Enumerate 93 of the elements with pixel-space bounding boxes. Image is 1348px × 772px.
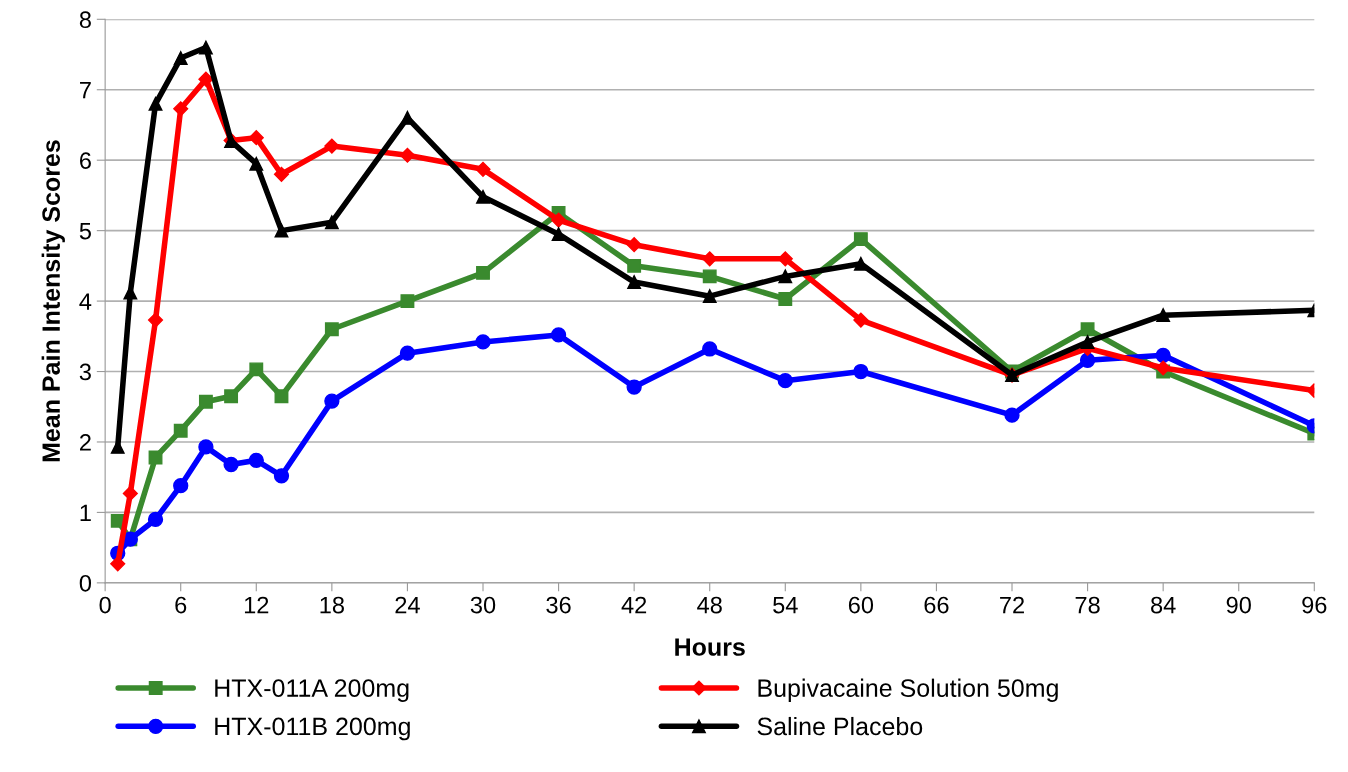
point — [198, 394, 213, 409]
point — [324, 138, 340, 154]
point — [702, 269, 717, 284]
point — [324, 215, 339, 230]
point — [1156, 308, 1171, 323]
point — [147, 312, 164, 328]
y-tick-label: 0 — [79, 574, 92, 592]
point — [274, 389, 289, 404]
x-axis-title: Hours — [675, 638, 745, 656]
legend-label: Bupivacaine Solution 50mg — [758, 678, 1058, 702]
point — [248, 130, 264, 146]
point — [399, 345, 416, 361]
point — [198, 439, 214, 455]
y-tick-label: 2 — [80, 434, 91, 451]
x-tick-label: 36 — [546, 596, 571, 614]
point — [198, 40, 213, 55]
point — [777, 373, 793, 389]
point — [198, 71, 214, 87]
point — [324, 322, 339, 337]
point — [853, 256, 868, 271]
point — [626, 379, 642, 395]
point — [224, 389, 239, 404]
y-tick-label: 5 — [79, 222, 91, 240]
x-tick-label: 96 — [1302, 596, 1327, 614]
point — [702, 341, 718, 357]
x-tick-label: 42 — [621, 596, 647, 614]
legend-label: Saline Placebo — [757, 716, 923, 736]
y-tick-label: 6 — [80, 152, 91, 169]
point — [173, 101, 189, 117]
y-tick-label: 3 — [79, 363, 91, 381]
point — [223, 456, 239, 473]
x-tick-label: 54 — [773, 596, 798, 614]
x-tick-label: 6 — [175, 596, 187, 614]
x-tick-label: 24 — [395, 596, 420, 614]
point — [148, 96, 163, 111]
x-tick-label: 66 — [924, 596, 949, 614]
point — [853, 363, 869, 380]
point — [110, 556, 126, 572]
point — [551, 227, 566, 242]
point — [1155, 347, 1171, 363]
point — [273, 468, 290, 484]
point — [173, 51, 188, 65]
point — [853, 232, 868, 247]
point — [1155, 360, 1171, 376]
x-tick-label: 84 — [1151, 596, 1176, 614]
x-tick-label: 72 — [1000, 596, 1024, 614]
point — [778, 269, 793, 284]
point — [248, 452, 264, 468]
point — [399, 147, 416, 163]
point — [476, 189, 490, 204]
point — [550, 327, 567, 343]
x-tick-label: 12 — [244, 596, 269, 614]
x-tick-label: 0 — [99, 596, 111, 614]
point — [1079, 352, 1096, 368]
y-tick-label: 1 — [80, 504, 91, 521]
point — [627, 275, 642, 290]
point — [324, 393, 340, 409]
x-tick-label: 30 — [470, 596, 496, 614]
point — [475, 161, 491, 177]
point — [702, 251, 718, 267]
y-tick-label: 4 — [79, 293, 92, 310]
point — [1080, 334, 1095, 349]
legend-label: HTX-011B 200mg — [215, 717, 410, 741]
point — [249, 362, 264, 377]
x-tick-label: 60 — [848, 596, 874, 614]
x-tick-label: 78 — [1075, 596, 1100, 614]
point — [1004, 407, 1020, 423]
point — [475, 334, 491, 350]
point — [777, 251, 793, 267]
point — [274, 223, 289, 238]
point — [173, 478, 189, 494]
point — [702, 289, 717, 304]
point — [173, 423, 188, 438]
point — [147, 511, 164, 528]
point — [273, 166, 290, 182]
point — [249, 156, 264, 171]
x-tick-label: 18 — [320, 596, 344, 614]
point — [626, 237, 642, 253]
point — [627, 258, 642, 273]
point — [122, 485, 138, 501]
x-tick-label: 90 — [1226, 596, 1251, 614]
y-tick-label: 8 — [79, 11, 91, 29]
point — [778, 292, 793, 306]
point — [1080, 322, 1095, 337]
y-tick-label: 7 — [80, 82, 91, 99]
y-axis-title: Mean Pain Intensity Scores — [41, 140, 65, 462]
x-tick-label: 48 — [697, 596, 722, 614]
legend-label: HTX-011A 200mg — [215, 679, 409, 702]
point — [853, 312, 869, 328]
point — [400, 294, 415, 309]
point — [476, 265, 490, 280]
point — [400, 110, 415, 125]
point — [551, 212, 567, 228]
